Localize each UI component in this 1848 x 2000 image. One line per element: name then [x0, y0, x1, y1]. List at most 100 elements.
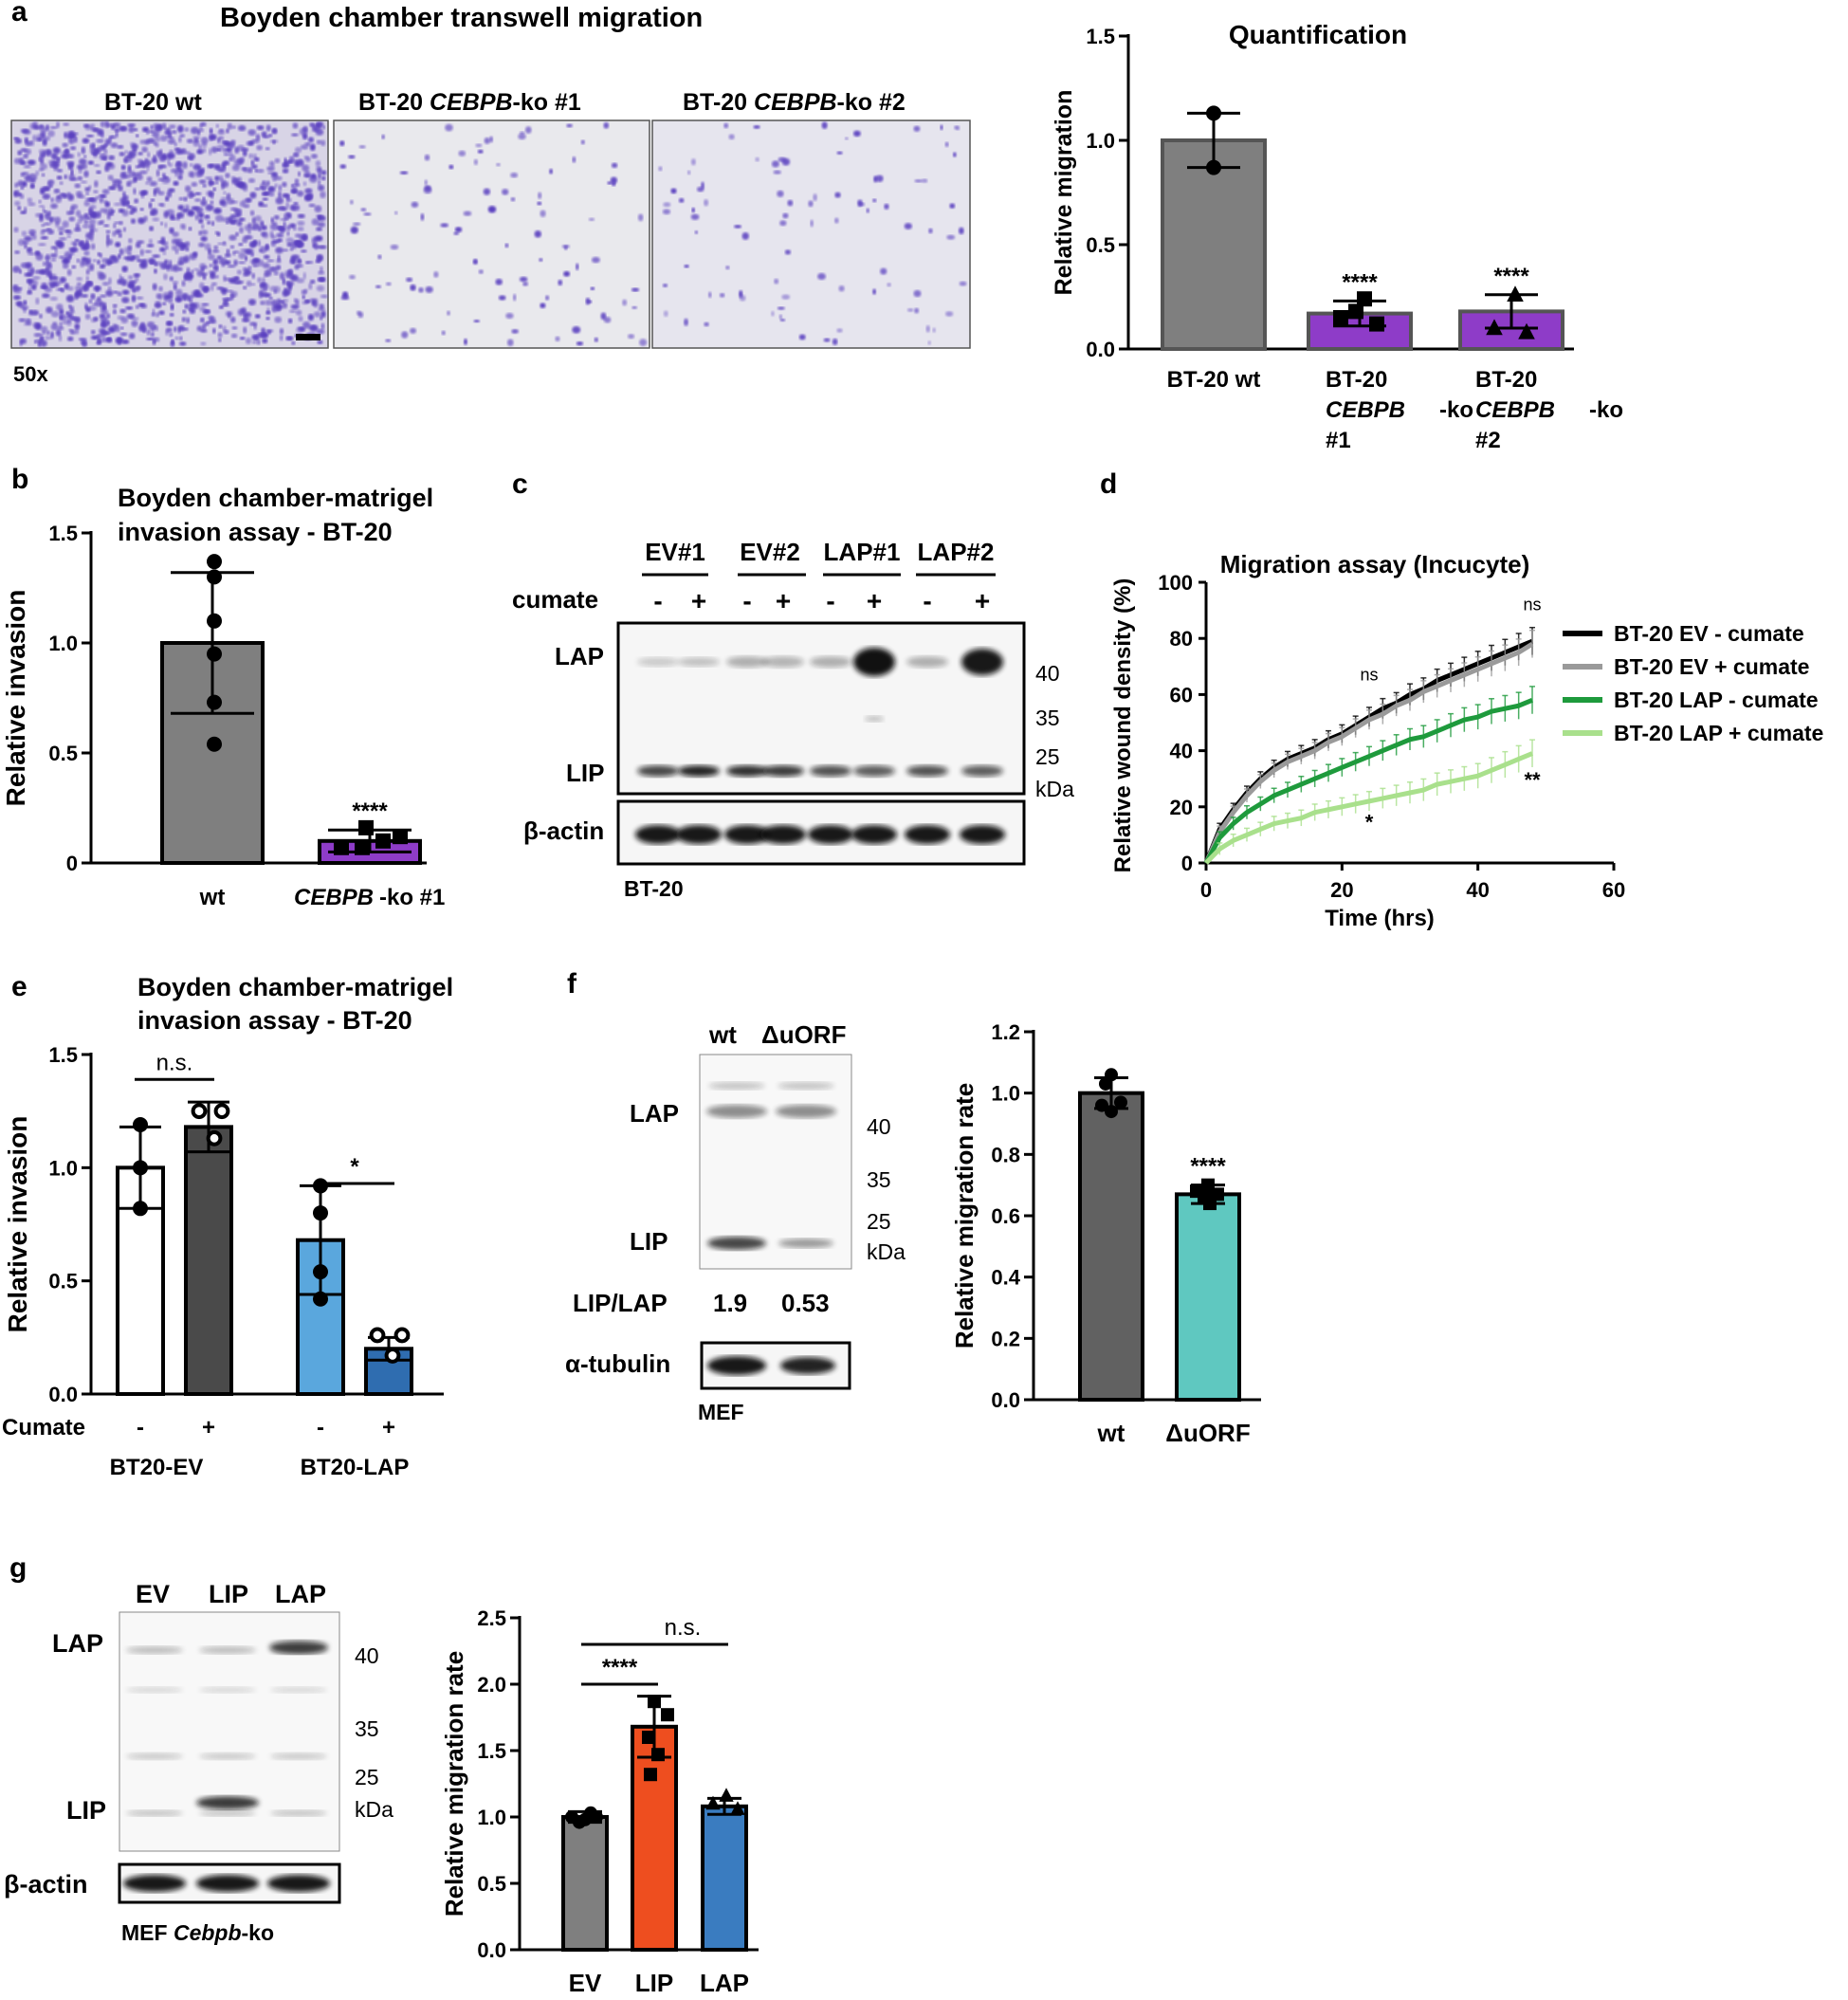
cell	[410, 284, 416, 291]
cell	[940, 124, 943, 131]
cell	[225, 173, 230, 178]
cell	[76, 282, 82, 285]
cell	[121, 339, 130, 344]
cell	[47, 211, 52, 216]
cell	[65, 229, 73, 235]
cell	[231, 177, 239, 184]
cell	[77, 219, 83, 224]
data-point	[133, 1160, 148, 1176]
cell	[123, 247, 132, 254]
cell	[307, 193, 314, 200]
cell	[489, 136, 493, 143]
cell	[262, 197, 268, 201]
cell	[123, 157, 128, 164]
cell	[54, 216, 62, 225]
cell	[594, 337, 598, 342]
cell	[137, 303, 145, 307]
cell	[179, 336, 183, 341]
cell	[340, 295, 350, 301]
blot-g-lane-lip: LIP	[209, 1580, 248, 1608]
cell	[68, 328, 74, 332]
cell	[317, 254, 323, 261]
cell	[144, 138, 150, 145]
cell	[27, 247, 32, 251]
cell	[302, 133, 308, 140]
cell	[600, 312, 607, 321]
cell	[93, 316, 99, 321]
cell	[320, 322, 325, 330]
cell	[191, 181, 198, 187]
cell	[218, 128, 225, 133]
blot-c-actin-band	[851, 825, 897, 844]
blot-f-lip-band	[707, 1237, 766, 1250]
y-axis-label: Relative wound density (%)	[1110, 578, 1136, 873]
cell	[320, 315, 323, 321]
blot-c-lap-band	[678, 657, 720, 667]
blot-c-membrane	[616, 621, 1026, 796]
cell	[69, 312, 74, 319]
cell	[260, 300, 265, 305]
cell	[454, 227, 463, 233]
cell	[622, 299, 628, 306]
cell	[169, 332, 174, 338]
chart-f-migration-rate: 0.0 0.2 0.4 0.6 0.8 1.0 1.2 Relative migration …	[950, 1020, 1261, 1447]
cell	[40, 186, 49, 192]
cell	[158, 164, 167, 168]
cell	[38, 214, 44, 223]
blot-f-tubulin-band	[707, 1356, 766, 1375]
cell	[445, 123, 453, 132]
cell	[959, 281, 967, 286]
cell	[28, 309, 33, 315]
cell	[266, 259, 275, 263]
cell	[121, 289, 130, 295]
cell	[268, 296, 273, 300]
blot-c-actin-band	[905, 825, 950, 844]
cell	[318, 178, 321, 186]
cell	[183, 209, 187, 214]
cell	[611, 162, 618, 169]
x-tick-label: -	[137, 1415, 144, 1440]
cell	[119, 308, 126, 314]
cell	[24, 235, 32, 242]
blot-f-lap-label: LAP	[630, 1099, 679, 1128]
cell	[247, 266, 252, 270]
cell	[100, 208, 106, 213]
cell	[913, 289, 922, 298]
cell	[38, 149, 46, 154]
cell	[68, 137, 75, 145]
cell	[84, 313, 91, 321]
cell	[288, 156, 295, 163]
y-axis-label: Relative invasion	[1, 590, 30, 807]
cell	[85, 192, 90, 195]
cell	[146, 151, 151, 158]
cell	[549, 168, 554, 174]
cell	[194, 192, 202, 196]
cell	[836, 328, 843, 333]
cell	[284, 168, 290, 174]
y-tick-label: 100	[1158, 571, 1193, 595]
cell	[75, 328, 80, 335]
cell	[124, 150, 128, 155]
cell	[184, 127, 190, 132]
cell	[289, 223, 297, 229]
cell	[399, 171, 409, 175]
cell	[112, 230, 117, 237]
cell	[774, 278, 779, 284]
cell	[663, 202, 671, 208]
cell	[177, 137, 182, 143]
cell	[309, 143, 316, 152]
cell	[612, 181, 616, 187]
panel-letter-a: a	[11, 0, 27, 28]
cell	[286, 230, 290, 236]
cell	[282, 181, 287, 188]
y-tick-label: 40	[1170, 740, 1193, 763]
cell	[158, 310, 165, 316]
cell	[115, 229, 122, 235]
cell	[270, 241, 277, 248]
cell	[229, 234, 237, 241]
cell	[223, 191, 227, 195]
cell	[76, 258, 81, 264]
cell	[109, 254, 117, 260]
cell	[81, 293, 88, 298]
cell	[209, 270, 217, 275]
